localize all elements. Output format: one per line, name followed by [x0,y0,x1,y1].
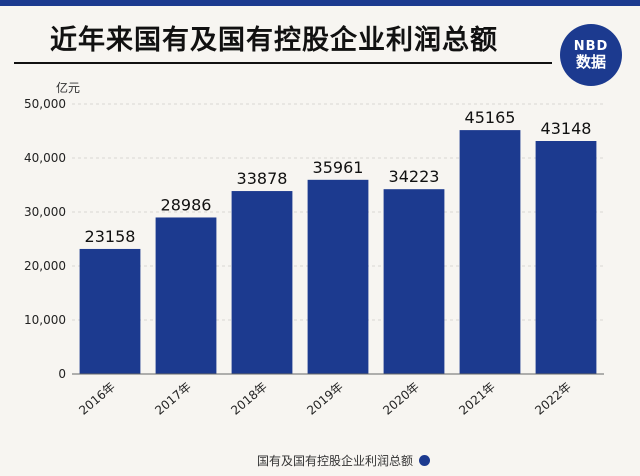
data-label: 35961 [313,158,364,177]
data-label: 34223 [389,167,440,186]
x-tick-label: 2020年 [380,380,422,418]
bar [155,217,217,374]
bar [535,141,597,374]
x-tick-label: 2019年 [304,380,346,418]
y-tick-label: 10,000 [24,313,66,327]
y-axis-unit-label: 亿元 [56,80,80,95]
x-tick-label: 2022年 [532,380,574,418]
bar [459,130,521,374]
data-labels-group: 23158 28986 33878 35961 34223 45165 43148 [85,108,592,246]
bar [307,179,369,374]
x-axis-ticks: 2016年 2017年 2018年 2019年 2020年 2021年 2022年 [76,380,574,418]
data-label: 45165 [465,108,516,127]
y-tick-label: 50,000 [24,97,66,111]
header-accent-bar [0,0,640,6]
y-tick-label: 40,000 [24,151,66,165]
x-tick-label: 2018年 [228,380,270,418]
bars-group [79,130,597,374]
x-tick-label: 2021年 [456,380,498,418]
x-tick-label: 2016年 [76,380,118,418]
legend-label: 国有及国有控股企业利润总额 [256,454,413,468]
y-tick-label: 20,000 [24,259,66,273]
logo-text-bottom: 数据 [575,53,606,71]
bar [231,191,293,374]
y-tick-label: 0 [58,367,66,381]
chart-title: 近年来国有及国有控股企业利润总额 [50,25,498,56]
y-axis-ticks: 0 10,000 20,000 30,000 40,000 50,000 [24,97,66,381]
legend-swatch [419,455,430,466]
data-label: 23158 [85,227,136,246]
data-label: 28986 [161,195,212,214]
data-label: 33878 [237,169,288,188]
x-tick-label: 2017年 [152,380,194,418]
y-tick-label: 30,000 [24,205,66,219]
bar [79,248,141,374]
bar [383,189,445,374]
title-underline [14,62,552,64]
legend: 国有及国有控股企业利润总额 [257,452,430,469]
nbd-logo: NBD 数据 [560,24,622,86]
data-label: 43148 [541,119,592,138]
logo-text-top: NBD [573,39,609,54]
